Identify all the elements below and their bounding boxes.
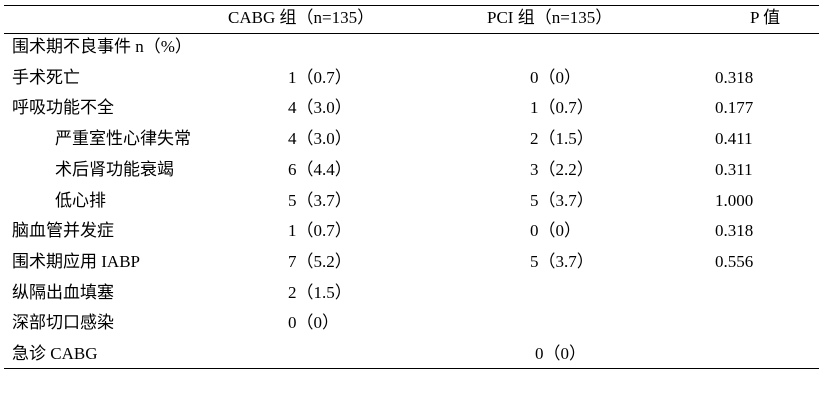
cell-value: 0（0）: [535, 344, 586, 363]
cell-value: 0（0）: [530, 221, 581, 241]
top-rule: [4, 5, 819, 6]
cell-value: 1（0.7）: [288, 67, 352, 87]
row-label: 围术期不良事件 n（%）: [12, 37, 192, 56]
cell-value: 5（3.7）: [530, 190, 594, 210]
cell-value: 1（0.7）: [288, 221, 352, 241]
cell-value: 2（1.5）: [288, 282, 352, 302]
cell-value: 5（3.7）: [288, 190, 352, 210]
header-cell: P 值: [750, 8, 781, 27]
header-cell: CABG 组（n=135）: [228, 8, 375, 27]
cell-value: 3（2.2）: [530, 159, 594, 179]
cell-value: 0.177: [715, 98, 754, 118]
cell-value: 0.411: [715, 129, 753, 149]
cell-value: 0（0）: [530, 67, 581, 87]
cell-value: 2（1.5）: [530, 129, 594, 149]
cell-value: 6（4.4）: [288, 159, 352, 179]
row-label: 纵隔出血填塞: [12, 282, 114, 302]
cell-value: 4（3.0）: [288, 129, 352, 149]
cell-value: 0.311: [715, 159, 753, 179]
cell-value: 1（0.7）: [530, 98, 594, 118]
row-label: 围术期应用 IABP: [12, 251, 140, 271]
sub-row-label: 术后肾功能衰竭: [55, 159, 174, 179]
header-rule: [4, 33, 819, 34]
cell-value: 7（5.2）: [288, 251, 352, 271]
row-label: 呼吸功能不全: [12, 98, 114, 118]
sub-row-label: 严重室性心律失常: [55, 129, 191, 149]
bottom-rule: [4, 368, 819, 369]
sub-row-label: 低心排: [55, 190, 106, 210]
cell-value: 0.556: [715, 251, 754, 271]
cell-value: 5（3.7）: [530, 251, 594, 271]
cell-value: 0.318: [715, 221, 754, 241]
cell-value: 0（0）: [288, 313, 339, 333]
row-label: 手术死亡: [12, 67, 80, 87]
cell-value: 4（3.0）: [288, 98, 352, 118]
cell-value: 0.318: [715, 67, 754, 87]
cell-value: 1.000: [715, 190, 754, 210]
row-label: 脑血管并发症: [12, 221, 114, 241]
row-label: 深部切口感染: [12, 313, 114, 333]
row-label: 急诊 CABG: [12, 344, 98, 363]
header-cell: PCI 组（n=135）: [487, 8, 613, 27]
